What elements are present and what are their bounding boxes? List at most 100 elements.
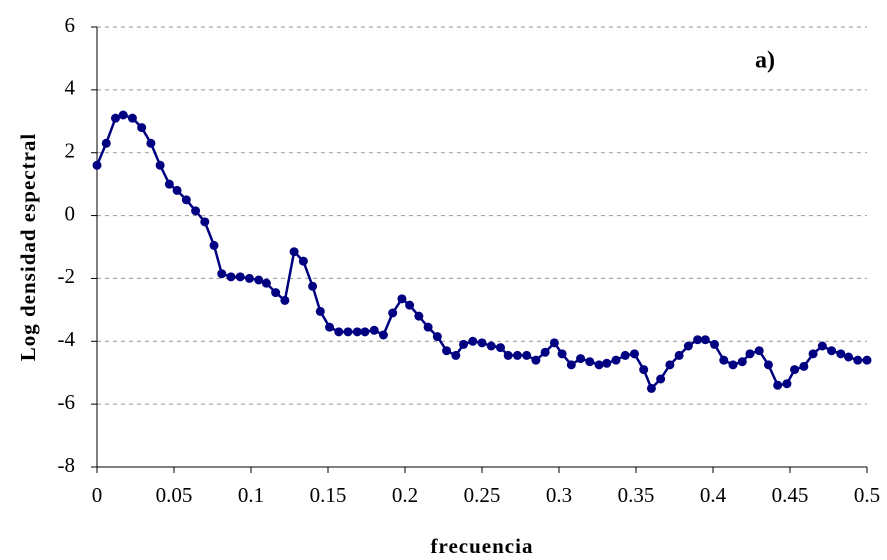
data-point: [862, 355, 872, 365]
data-point: [763, 360, 773, 370]
data-point: [343, 327, 353, 337]
data-point: [298, 256, 308, 266]
data-point: [773, 380, 783, 390]
data-point: [737, 357, 747, 367]
data-point: [334, 327, 344, 337]
data-point: [146, 138, 156, 148]
data-point: [754, 346, 764, 356]
data-point: [191, 206, 201, 216]
data-point: [808, 349, 818, 359]
data-point: [540, 347, 550, 357]
annotation: a): [755, 48, 775, 74]
data-point: [531, 355, 541, 365]
data-point: [442, 346, 452, 356]
data-point: [405, 300, 415, 310]
data-point: [585, 357, 595, 367]
x-tick-label: 0.45: [772, 483, 809, 507]
data-point: [693, 335, 703, 345]
data-point: [853, 355, 863, 365]
data-point: [217, 269, 227, 279]
data-point: [646, 383, 656, 393]
x-axis-label: frecuencia: [431, 534, 534, 558]
data-point: [566, 360, 576, 370]
data-point: [127, 113, 137, 123]
data-point: [576, 354, 586, 364]
x-tick-label: 0.05: [156, 483, 193, 507]
x-tick-label: 0.25: [464, 483, 501, 507]
y-tick-label: 4: [65, 76, 76, 100]
data-point: [308, 281, 318, 291]
data-point: [486, 341, 496, 351]
data-point: [200, 217, 210, 227]
y-tick-label: -4: [58, 327, 76, 351]
data-point: [101, 138, 111, 148]
data-point: [209, 240, 219, 250]
data-point: [155, 160, 165, 170]
data-point: [280, 295, 290, 305]
x-tick-label: 0.35: [618, 483, 655, 507]
y-tick-label: -2: [58, 264, 76, 288]
data-point: [656, 374, 666, 384]
x-tick-label: 0.1: [238, 483, 264, 507]
data-point: [137, 123, 147, 133]
data-point: [611, 355, 621, 365]
data-line: [95, 113, 867, 391]
data-point: [620, 350, 630, 360]
x-tick-label: 0.2: [392, 483, 418, 507]
data-point: [745, 349, 755, 359]
data-point: [164, 179, 174, 189]
y-tick-label: -6: [58, 390, 76, 414]
y-tick-label: 6: [65, 13, 76, 37]
x-tick-label: 0.5: [854, 483, 880, 507]
data-point: [790, 365, 800, 375]
data-point: [261, 278, 271, 288]
data-point: [110, 113, 120, 123]
data-point: [181, 195, 191, 205]
data-point: [549, 338, 559, 348]
data-point: [289, 247, 299, 257]
data-point: [836, 349, 846, 359]
data-point: [254, 275, 264, 285]
data-point: [118, 110, 128, 120]
data-point: [512, 350, 522, 360]
x-tick-label: 0.3: [546, 483, 572, 507]
data-point: [728, 360, 738, 370]
data-point: [665, 360, 675, 370]
data-point: [782, 379, 792, 389]
data-point: [817, 341, 827, 351]
data-point: [477, 338, 487, 348]
data-point: [674, 350, 684, 360]
y-tick-label: 0: [65, 201, 76, 225]
data-point: [397, 294, 407, 304]
data-point: [827, 346, 837, 356]
data-point: [378, 330, 388, 340]
data-point: [602, 358, 612, 368]
x-tick-label: 0.4: [700, 483, 727, 507]
data-point: [468, 336, 478, 346]
data-point: [360, 327, 370, 337]
data-point: [235, 272, 245, 282]
data-point: [522, 350, 532, 360]
data-point: [352, 327, 362, 337]
data-point: [639, 365, 649, 375]
y-tick-label: 2: [65, 139, 76, 163]
data-point: [92, 160, 102, 170]
x-tick-label: 0.15: [310, 483, 347, 507]
data-point: [844, 352, 854, 362]
data-point: [271, 288, 281, 298]
data-point: [244, 273, 254, 283]
data-point: [172, 185, 182, 195]
data-point: [799, 361, 809, 371]
data-point: [226, 272, 236, 282]
data-point: [315, 306, 325, 316]
data-point: [629, 349, 639, 359]
data-point: [414, 311, 424, 321]
y-axis-label: Log densidad espectral: [16, 133, 40, 362]
data-point: [459, 339, 469, 349]
data-point: [325, 322, 335, 332]
data-point: [719, 355, 729, 365]
x-tick-label: 0: [92, 483, 103, 507]
y-tick-label: -8: [58, 453, 76, 477]
data-point: [495, 343, 505, 353]
